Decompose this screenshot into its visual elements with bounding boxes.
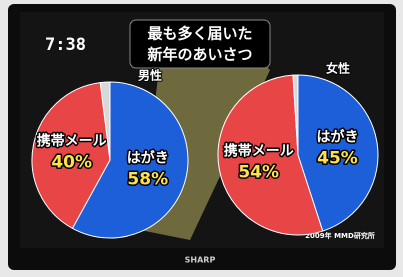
value-label: 40%: [51, 153, 92, 173]
brand: SHARP: [185, 256, 216, 265]
slice-label: 携帯メール: [37, 133, 107, 150]
tv-screenshot: 7:38 最も多く届いた 新年のあいさつ 2009年 MMD研究所 SHARP …: [0, 0, 403, 277]
clock: 7:38: [45, 35, 86, 55]
slice-label: はがき: [317, 129, 359, 146]
title-line: 新年のあいさつ: [147, 46, 252, 64]
value-label: 45%: [317, 149, 358, 169]
slice-label: はがき: [127, 150, 169, 167]
pie-title: 女性: [326, 61, 350, 76]
pie-title: 男性: [138, 68, 162, 83]
value-label: 54%: [238, 162, 279, 182]
slice-label: 携帯メール: [224, 142, 294, 159]
value-label: 58%: [127, 170, 168, 190]
title-line: 最も多く届いた: [147, 25, 252, 43]
